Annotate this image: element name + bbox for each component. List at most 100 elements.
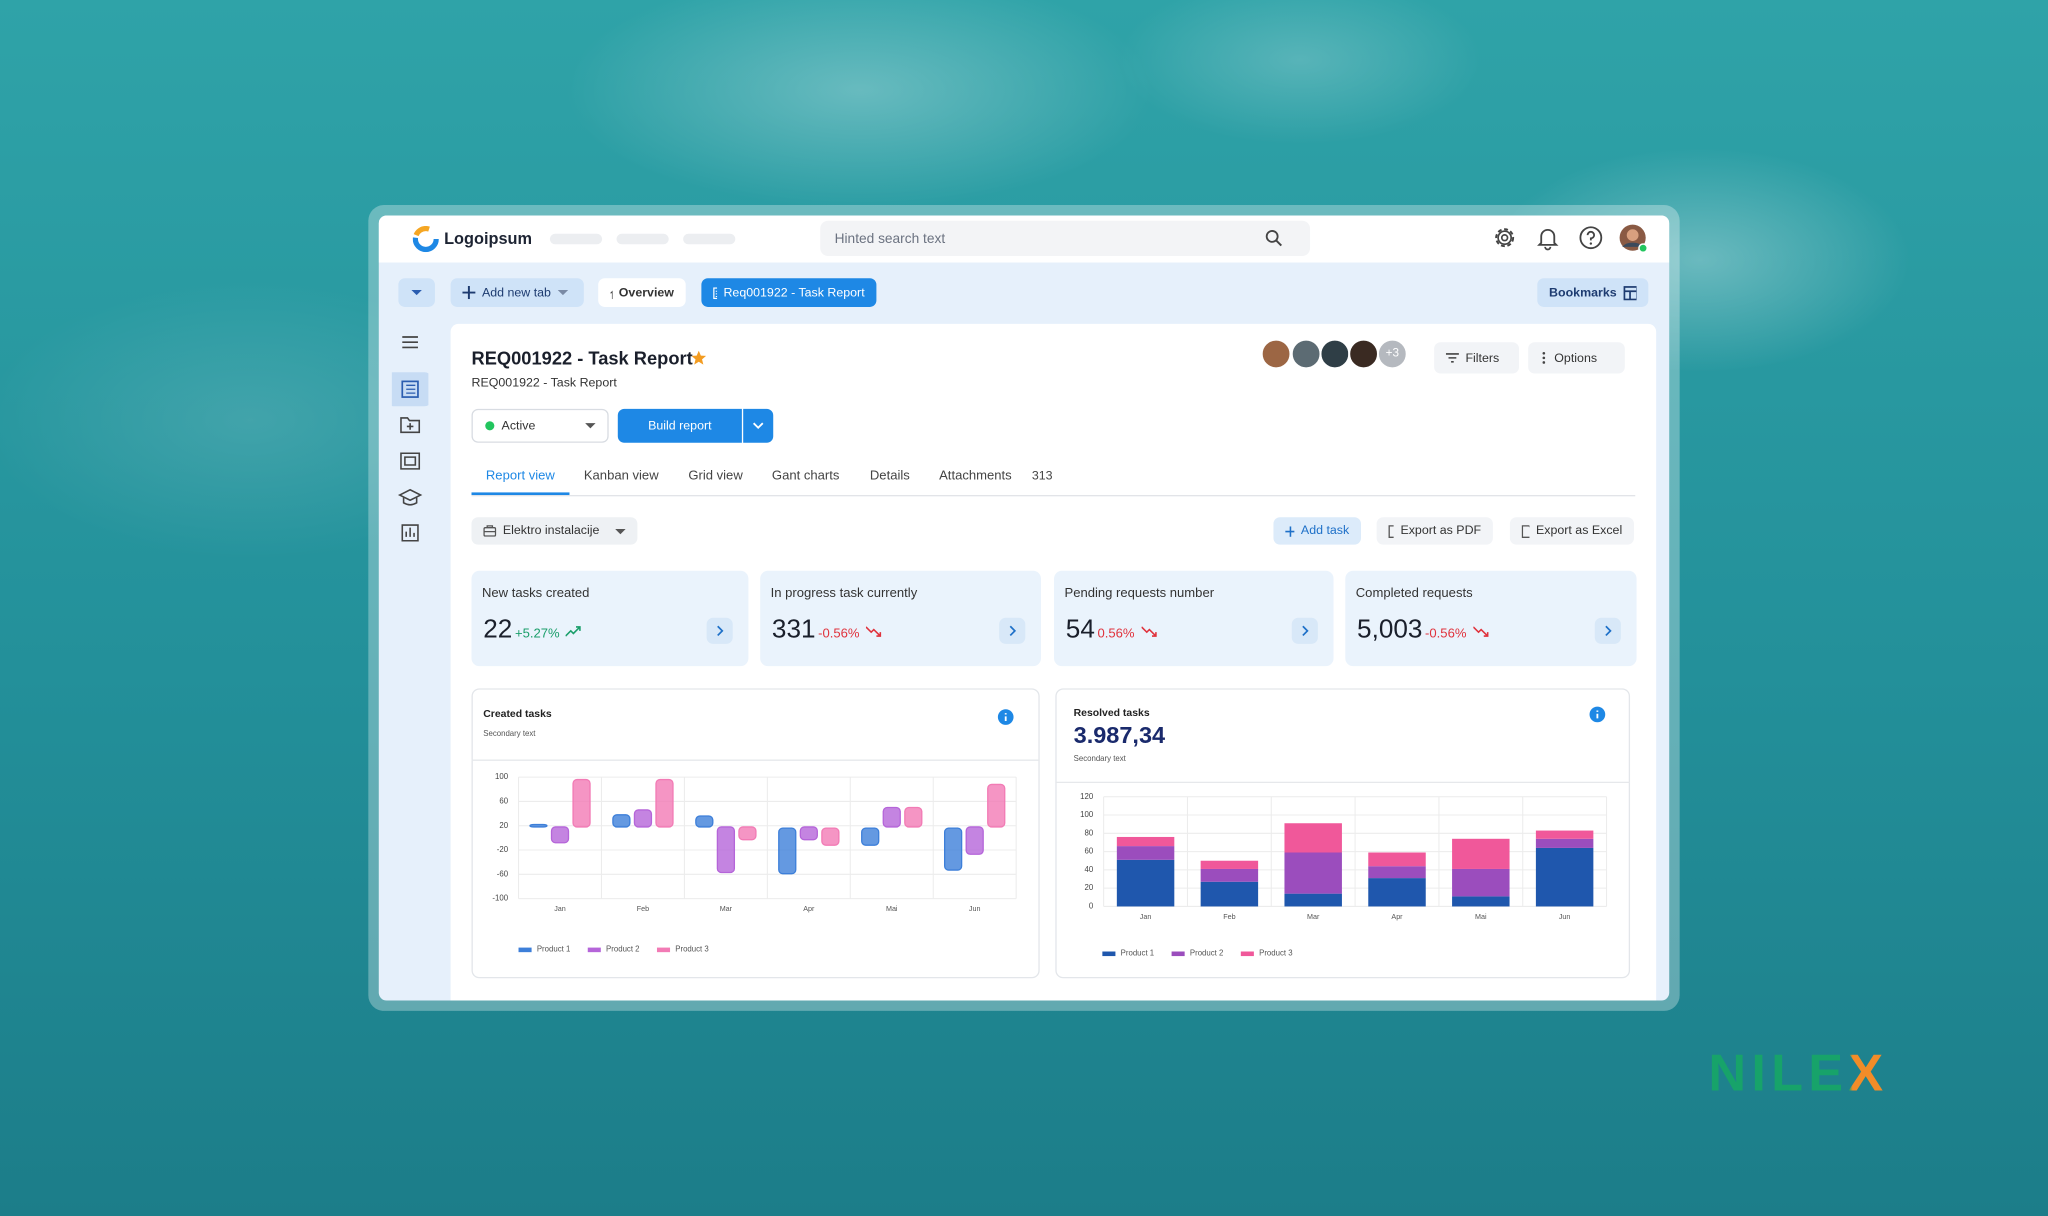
range-bar — [861, 827, 880, 846]
y-tick-label: 20 — [499, 821, 508, 830]
y-tick-label: 20 — [1085, 883, 1094, 892]
chevron-path — [717, 625, 724, 637]
export-pdf-label: Export as PDF — [1400, 523, 1482, 539]
chevron-path — [1009, 625, 1017, 637]
report-nav-icon-lines — [406, 384, 416, 394]
view-tab[interactable]: Report view — [485, 468, 555, 484]
y-tick-label: 60 — [499, 796, 508, 805]
kpi-label: In progress task currently — [770, 586, 918, 601]
user-avatar[interactable] — [1618, 223, 1649, 254]
trend-line — [866, 626, 882, 637]
filters-label: Filters — [1465, 350, 1500, 366]
report-title: REQ001922 - Task Report — [471, 347, 693, 369]
stacked-bar-segment — [1535, 838, 1594, 848]
more-members[interactable]: +3 — [1385, 346, 1400, 360]
chevron — [1605, 625, 1612, 637]
view-tab[interactable]: Kanban view — [583, 468, 659, 484]
overview-tab[interactable]: Overview — [598, 278, 686, 307]
kpi-open-button[interactable] — [999, 617, 1026, 644]
status-select[interactable]: Active — [471, 408, 609, 443]
legend-swatch — [518, 947, 532, 953]
range-bar — [612, 814, 631, 828]
help-icon[interactable] — [1578, 225, 1604, 251]
stats-nav-icon[interactable] — [401, 524, 419, 542]
legend-label: Product 1 — [1121, 949, 1155, 958]
search-placeholder: Hinted search text — [834, 231, 946, 247]
stacked-bar-segment — [1368, 866, 1426, 879]
x-tick-label: Mai — [886, 905, 898, 913]
filters-button[interactable]: Filters — [1434, 342, 1520, 374]
view-tab[interactable]: Details — [869, 468, 910, 484]
bookmarks-button[interactable]: Bookmarks — [1537, 278, 1649, 307]
menu-dropdown[interactable] — [398, 278, 435, 307]
kpi-change: +5.27% — [514, 626, 560, 642]
range-bar — [943, 827, 963, 871]
search-box[interactable]: Hinted search text — [820, 220, 1311, 256]
export-pdf-button[interactable]: Export as PDF — [1376, 517, 1493, 545]
trend-line — [1472, 626, 1489, 637]
export-excel-button[interactable]: Export as Excel — [1509, 517, 1634, 545]
favorite-star[interactable] — [691, 350, 707, 366]
folder-nav-icon[interactable] — [400, 417, 421, 434]
build-report-dropdown[interactable] — [743, 408, 774, 443]
status-dot — [485, 421, 495, 431]
kpi-value: 5,003 — [1357, 615, 1423, 644]
bookmarks-label: Bookmarks — [1549, 285, 1617, 300]
range-bar — [655, 778, 674, 828]
placeholder — [616, 233, 669, 245]
learning-nav-icon[interactable] — [397, 488, 423, 506]
options-label: Options — [1554, 350, 1598, 366]
stacked-bar-segment — [1452, 896, 1510, 907]
y-tick-label: 100 — [495, 772, 509, 781]
stacked-bar-segment — [1116, 836, 1175, 847]
active-tab[interactable]: Req001922 - Task Report — [701, 278, 877, 307]
group-icon — [483, 525, 497, 537]
kpi-label: Completed requests — [1355, 586, 1473, 601]
caret — [585, 423, 596, 429]
kpi-open-button[interactable] — [1594, 617, 1621, 644]
chevron-path — [1605, 625, 1612, 637]
x-tick-label: Apr — [803, 905, 815, 913]
kpi-open-button[interactable] — [706, 617, 733, 644]
kpi-open-button[interactable] — [1291, 617, 1318, 644]
report-subtitle: REQ001922 - Task Report — [471, 376, 617, 391]
menu-icon[interactable] — [402, 336, 418, 349]
caret — [615, 528, 626, 534]
view-tab[interactable]: Grid view — [688, 468, 743, 484]
stacked-bar-segment — [1116, 846, 1175, 860]
kebab-icon — [1542, 351, 1546, 364]
view-tab[interactable]: Attachments — [939, 468, 1012, 484]
trend-icon — [1141, 626, 1157, 637]
stacked-bar-segment — [1452, 868, 1510, 897]
x-tick-label: Jan — [1140, 913, 1152, 921]
x-tick-label: Feb — [637, 905, 649, 913]
trend-line — [1141, 626, 1157, 637]
kpi-card: Pending requests number 54 0.56% — [1054, 570, 1334, 667]
group-label: Elektro instalacije — [502, 523, 600, 539]
build-report-button[interactable]: Build report — [617, 408, 742, 443]
group-select[interactable]: Elektro instalacije — [471, 517, 638, 545]
kpi-value: 22 — [483, 615, 513, 644]
overview-label: Overview — [618, 285, 674, 300]
notifications-icon[interactable] — [1535, 225, 1561, 251]
y-tick-label: -60 — [497, 869, 509, 878]
add-tab-button[interactable]: Add new tab — [450, 278, 584, 307]
range-bar — [738, 826, 757, 841]
view-tab[interactable]: Gant charts — [771, 468, 840, 484]
caret — [557, 289, 568, 296]
range-bar — [778, 827, 797, 875]
add-task-button[interactable]: Add task — [1273, 517, 1361, 545]
options-button[interactable]: Options — [1528, 342, 1625, 374]
export-excel-label: Export as Excel — [1535, 523, 1623, 539]
file-icon — [1521, 524, 1530, 538]
trend-icon — [866, 626, 882, 637]
scan-nav-icon[interactable] — [400, 452, 421, 470]
x-tick-label: Apr — [1391, 913, 1403, 921]
legend-swatch — [587, 947, 601, 953]
settings-icon[interactable] — [1492, 225, 1518, 251]
range-bar — [882, 806, 901, 828]
kpi-change: -0.56% — [1425, 626, 1467, 642]
x-tick-label: Mai — [1475, 913, 1487, 921]
